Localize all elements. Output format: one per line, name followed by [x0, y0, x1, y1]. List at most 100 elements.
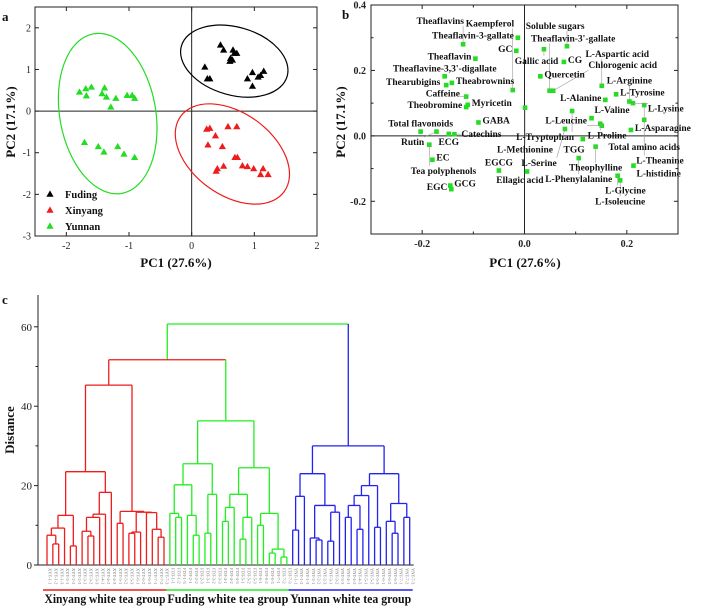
data-point [100, 84, 109, 91]
data-point [238, 162, 247, 169]
x-tick-label: -1 [125, 241, 133, 252]
loading-label: L-Asparagine [635, 124, 691, 134]
leaf-label: XYT-6-1 [135, 568, 140, 584]
leaf-label: XYT-7-3 [165, 568, 170, 585]
loading-marker [496, 168, 502, 173]
panel-label-b: b [342, 7, 349, 22]
legend-marker-yunnan [46, 222, 54, 229]
leaf-label: YNT-3-3 [340, 568, 345, 585]
leaf-label: FDT-4-2 [229, 568, 234, 584]
confidence-ellipse-xinyang [174, 103, 291, 205]
leaf-label: YNT-6-1 [381, 568, 386, 584]
leaf-label: YNT-2-1 [311, 568, 316, 584]
loading-label: Theophylline [569, 164, 622, 174]
loading-label: L-Aspartic acid [585, 50, 649, 60]
loading-label: L-histidine [636, 170, 680, 180]
loading-label: Theaflavin-3'-gallate [531, 35, 615, 45]
series-fuding [201, 41, 268, 89]
leaf-label: XYT-4-1 [100, 568, 105, 584]
loading-marker [541, 46, 547, 52]
leaf-label: XYT-2-3 [77, 568, 82, 585]
loading-label: Soluble sugars [526, 22, 585, 32]
group-label-fdt: Fuding white tea group [167, 592, 288, 606]
loading-label: TGG [563, 146, 585, 156]
leaf-label: XYT-4-3 [112, 568, 117, 585]
data-point [94, 142, 102, 150]
loading-label: L-Serine [521, 159, 556, 169]
panel-a-y-axis-title: PC2 (17.1%) [3, 86, 18, 158]
data-point [123, 91, 131, 98]
y-tick-label: -3 [23, 232, 31, 243]
loading-label: L-Tryptophan [516, 133, 575, 143]
panel-c-y-axis-title: Distance [2, 406, 17, 454]
leaf-label: YNT-5-3 [375, 568, 380, 585]
y-tick-label: 20 [21, 481, 33, 493]
y-tick-label: 0 [27, 560, 33, 572]
leaf-label: XYT-3-2 [89, 568, 94, 584]
confidence-ellipse-yunnan [57, 32, 158, 195]
loading-label: ECG [438, 138, 459, 148]
data-point [233, 153, 242, 161]
loading-marker [524, 169, 530, 174]
loading-label: Gallic acid [515, 57, 559, 67]
y-tick-label: -0.2 [350, 197, 366, 208]
loading-labels: L-ValineL-TyrosineL-ProlineL-LeucineECGC… [386, 17, 691, 207]
leaf-label: YNT-6-2 [387, 568, 392, 584]
y-tick-label: -2 [23, 190, 31, 201]
loading-label: Catechins [461, 130, 501, 140]
leaf-label: FDT-4-1 [223, 568, 228, 584]
leaf-label: FDT-1-2 [176, 568, 181, 584]
leaf-label: XYT-2-2 [71, 568, 76, 584]
loading-marker [473, 56, 478, 61]
leaf-label: FDT-3-1 [206, 568, 211, 584]
label-leader-line [553, 69, 589, 91]
data-point [218, 142, 226, 150]
loading-label: Theaflavin-3-gallate [432, 32, 514, 42]
leaf-label: FDT-5-2 [247, 568, 252, 584]
data-point [204, 141, 212, 148]
leaf-label: XYT-1-2 [53, 568, 58, 584]
panel-b-y-axis-title: PC2 (17.1%) [333, 86, 348, 158]
legend-label-xinyang: Xinyang [65, 206, 104, 217]
leaf-label: YNT-2-2 [317, 568, 322, 584]
y-tick-label: -1 [23, 148, 31, 159]
loading-label: EGC [427, 183, 448, 193]
legend-label-yunnan: Yunnan [65, 222, 100, 233]
data-point [201, 63, 209, 70]
label-leader-line [556, 128, 566, 158]
loading-marker [463, 104, 469, 110]
data-point [259, 164, 267, 172]
loading-label: L-Methionine [497, 146, 553, 156]
data-point [243, 162, 252, 170]
data-point [120, 150, 128, 157]
leaf-label: XYT-3-3 [94, 568, 99, 585]
loading-label: Chlorogenic acid [588, 61, 657, 71]
loading-label: GCG [454, 180, 476, 190]
x-tick-label: 1 [252, 241, 257, 252]
leaf-label: XYT-5-2 [124, 568, 129, 584]
data-point [98, 90, 106, 97]
loading-marker [446, 131, 452, 137]
leaf-label: FDT-2-3 [200, 568, 205, 584]
loading-marker [449, 186, 454, 192]
leaf-label: YNT-3-2 [334, 568, 339, 584]
leaf-label: XYT-5-3 [130, 568, 135, 585]
data-point [107, 103, 115, 110]
data-point [220, 162, 228, 169]
leaf-label: YNT-2-3 [323, 568, 328, 585]
loading-label: GABA [482, 116, 510, 126]
y-tick-label: 0.4 [354, 1, 367, 12]
y-tick-label: 0.2 [354, 66, 367, 77]
loading-label: L-Theanine [636, 156, 684, 166]
panel-a-pca-score-plot: a PC1 (27.6%) PC2 (17.1%) -2 -1 0 1 2 2 1 0 -1 -2… [2, 6, 320, 270]
data-point [82, 92, 90, 99]
series-yunnan [75, 83, 139, 161]
loading-label: L-Proline [588, 131, 627, 141]
data-point [131, 153, 139, 161]
loading-marker [599, 83, 605, 89]
data-point [248, 82, 257, 89]
leaf-label: XYT-5-1 [118, 568, 123, 584]
loading-label: CG [568, 56, 583, 66]
data-point [243, 75, 252, 82]
